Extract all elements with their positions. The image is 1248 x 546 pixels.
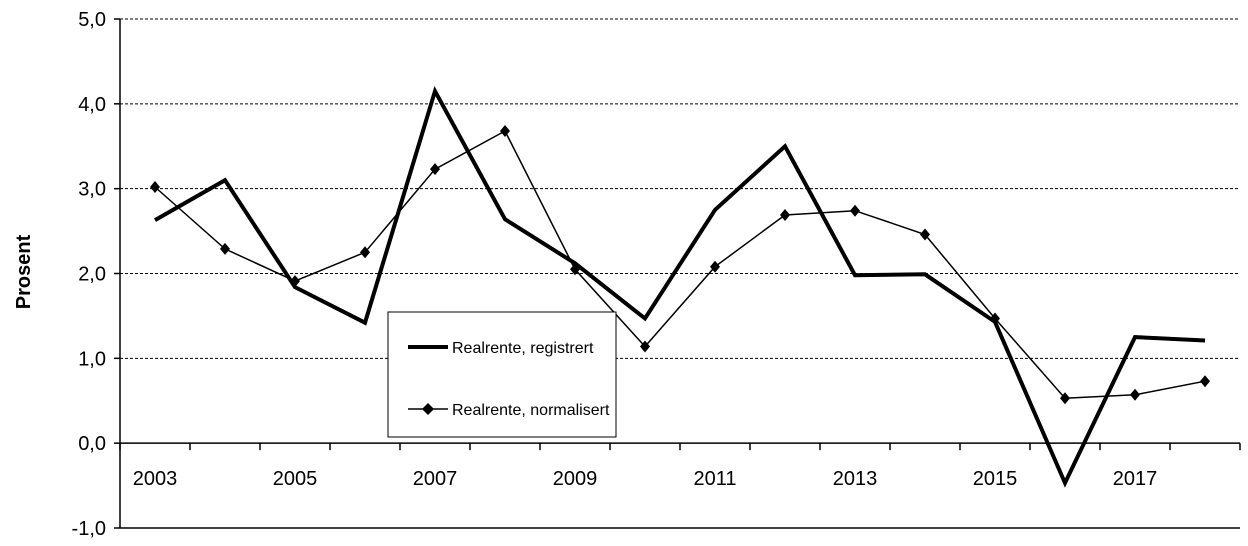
series-1-point: [850, 204, 860, 217]
y-tick-label: 0,0: [78, 433, 106, 455]
x-tick-label: 2007: [413, 468, 458, 490]
series-1-point: [990, 312, 1000, 325]
series-group: [150, 85, 1210, 488]
series-1-point: [430, 163, 440, 176]
y-tick-label: -1,0: [72, 518, 106, 540]
x-tick-label: 2017: [1113, 468, 1158, 490]
y-tick-label: 1,0: [78, 348, 106, 370]
x-tick-label: 2013: [833, 468, 878, 490]
y-axis-ticks: -1,0 0,0 1,0 2,0 3,0 4,0 5,0: [72, 9, 120, 540]
series-1-point: [1200, 375, 1210, 388]
x-tick-label: 2009: [553, 468, 598, 490]
gridlines: [120, 18, 1240, 359]
series-1-point: [1060, 392, 1070, 405]
series-1-point: [920, 228, 930, 241]
series-1-point: [570, 263, 580, 276]
series-1-point: [150, 180, 160, 193]
x-tick-label: 2011: [693, 468, 736, 490]
x-tick-label: 2003: [133, 468, 178, 490]
legend-entry-registrert: Realrente, registrert: [452, 340, 594, 357]
x-axis-ticks: 2003 2005 2007 2009 2011 2013 2015 2017: [119, 443, 1241, 490]
series-1-point: [1130, 388, 1140, 401]
series-1-point: [220, 242, 230, 255]
series-1-point: [640, 340, 650, 353]
y-tick-label: 5,0: [78, 9, 106, 31]
series-line-1: [154, 129, 1206, 399]
x-tick-label: 2015: [973, 468, 1018, 490]
series-line-0: [154, 85, 1206, 488]
series-1-point: [780, 208, 790, 221]
y-tick-label: 2,0: [78, 264, 106, 286]
series-1-point: [500, 124, 510, 137]
series-1-point: [290, 275, 300, 288]
legend-marker-diamond: [422, 403, 434, 415]
series-1-point: [360, 246, 370, 259]
x-tick-label: 2005: [273, 468, 318, 490]
legend-entry-normalisert: Realrente, normalisert: [452, 402, 610, 419]
legend: Realrente, registrert Realrente, normali…: [387, 311, 617, 438]
series-1-point: [710, 260, 720, 273]
legend-box: [387, 311, 617, 438]
y-axis-label: Prosent: [13, 234, 35, 309]
y-tick-label: 3,0: [78, 179, 106, 201]
y-tick-label: 4,0: [78, 94, 106, 116]
